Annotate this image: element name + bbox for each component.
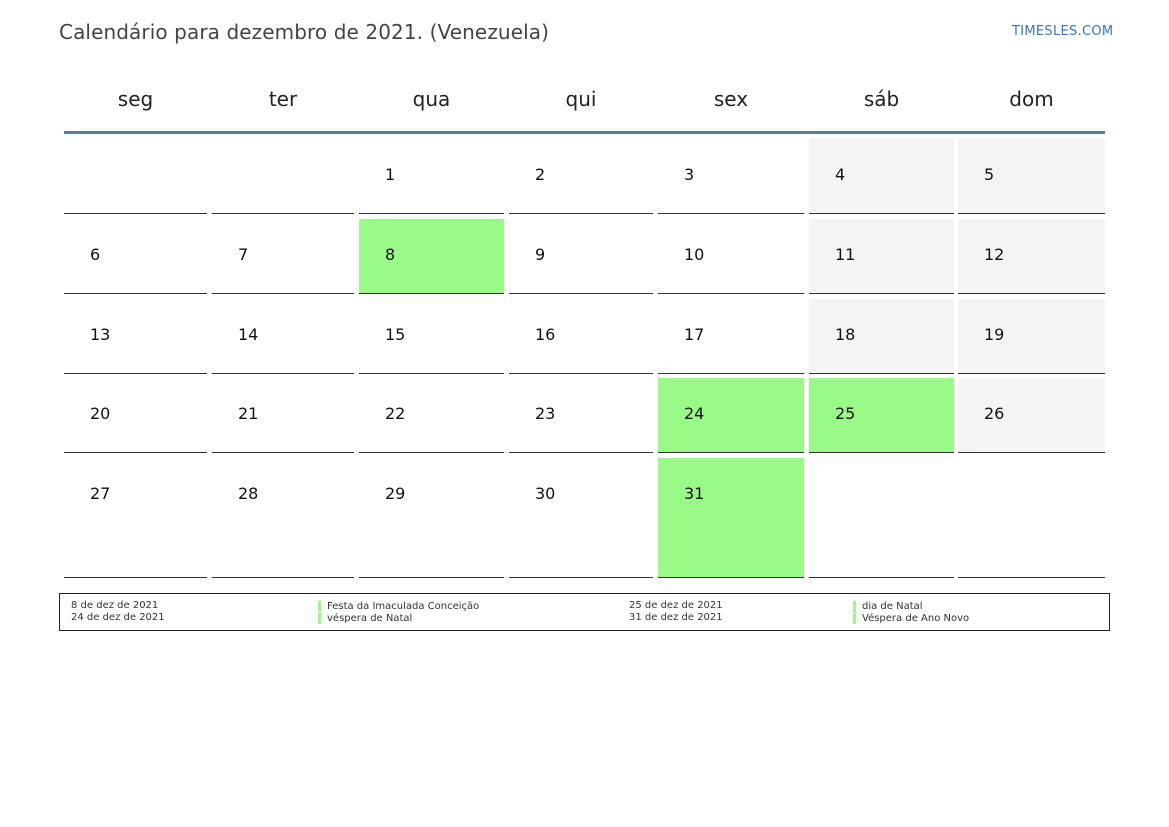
day-number: 3 [684,165,695,184]
weekday-4: sex [713,87,749,111]
day-number: 6 [90,245,101,264]
day-cell-20[interactable]: 20 [64,378,207,453]
day-number: 28 [238,484,259,503]
legend-date: 25 de dez de 2021 [629,600,723,611]
day-cell-16[interactable]: 16 [509,299,653,374]
day-number: 17 [684,325,705,344]
day-number: 1 [385,165,396,184]
day-cell-23[interactable]: 23 [509,378,653,453]
weekday-5: sáb [863,87,900,111]
day-number: 8 [385,245,396,264]
legend-holiday-name: Véspera de Ano Novo [853,613,969,624]
day-number: 7 [238,245,249,264]
day-number: 9 [535,245,546,264]
empty-cell [809,458,954,578]
day-number: 23 [535,404,556,423]
day-number: 4 [835,165,846,184]
day-cell-3[interactable]: 3 [658,139,804,214]
legend-holiday-name: dia de Natal [853,601,923,612]
day-cell-4[interactable]: 4 [809,139,954,214]
day-cell-26[interactable]: 26 [958,378,1105,453]
weekday-3: qui [565,87,597,111]
day-cell-13[interactable]: 13 [64,299,207,374]
day-cell-24[interactable]: 24 [658,378,804,453]
day-number: 18 [835,325,856,344]
weekday-1: ter [268,87,298,111]
legend-date: 31 de dez de 2021 [629,612,723,623]
legend-holiday-name: Festa da Imaculada Conceição [318,601,479,612]
brand-link[interactable]: TIMESLES.COM [1012,24,1114,39]
empty-cell [64,139,207,214]
day-cell-27[interactable]: 27 [64,458,207,578]
day-cell-11[interactable]: 11 [809,219,954,294]
day-number: 24 [684,404,705,423]
day-cell-1[interactable]: 1 [359,139,504,214]
day-number: 11 [835,245,856,264]
day-number: 16 [535,325,556,344]
weekday-2: qua [412,87,451,111]
day-number: 29 [385,484,406,503]
weekday-0: seg [117,87,154,111]
day-number: 27 [90,484,111,503]
day-cell-29[interactable]: 29 [359,458,504,578]
day-number: 12 [984,245,1005,264]
day-cell-15[interactable]: 15 [359,299,504,374]
day-cell-7[interactable]: 7 [212,219,354,294]
day-number: 14 [238,325,259,344]
day-cell-19[interactable]: 19 [958,299,1105,374]
legend-date: 24 de dez de 2021 [71,612,165,623]
day-cell-12[interactable]: 12 [958,219,1105,294]
day-number: 21 [238,404,259,423]
legend-holiday-name: véspera de Natal [318,613,412,624]
day-cell-28[interactable]: 28 [212,458,354,578]
day-number: 13 [90,325,111,344]
day-number: 10 [684,245,705,264]
day-cell-25[interactable]: 25 [809,378,954,453]
page-title: Calendário para dezembro de 2021. (Venez… [59,20,550,44]
header-rule [64,131,1105,134]
day-cell-5[interactable]: 5 [958,139,1105,214]
empty-cell [958,458,1105,578]
day-number: 5 [984,165,995,184]
day-cell-30[interactable]: 30 [509,458,653,578]
day-cell-14[interactable]: 14 [212,299,354,374]
day-cell-17[interactable]: 17 [658,299,804,374]
day-number: 19 [984,325,1005,344]
day-number: 30 [535,484,556,503]
day-number: 26 [984,404,1005,423]
day-cell-6[interactable]: 6 [64,219,207,294]
day-cell-10[interactable]: 10 [658,219,804,294]
day-number: 15 [385,325,406,344]
legend-date: 8 de dez de 2021 [71,600,159,611]
day-number: 31 [684,484,705,503]
day-cell-2[interactable]: 2 [509,139,653,214]
empty-cell [212,139,354,214]
day-number: 20 [90,404,111,423]
day-number: 2 [535,165,546,184]
day-cell-22[interactable]: 22 [359,378,504,453]
day-cell-18[interactable]: 18 [809,299,954,374]
weekday-6: dom [1009,87,1054,111]
day-number: 22 [385,404,406,423]
day-cell-8[interactable]: 8 [359,219,504,294]
day-cell-9[interactable]: 9 [509,219,653,294]
day-cell-31[interactable]: 31 [658,458,804,578]
day-cell-21[interactable]: 21 [212,378,354,453]
holiday-legend: 8 de dez de 2021 Festa da Imaculada Conce… [59,593,1110,631]
day-number: 25 [835,404,856,423]
